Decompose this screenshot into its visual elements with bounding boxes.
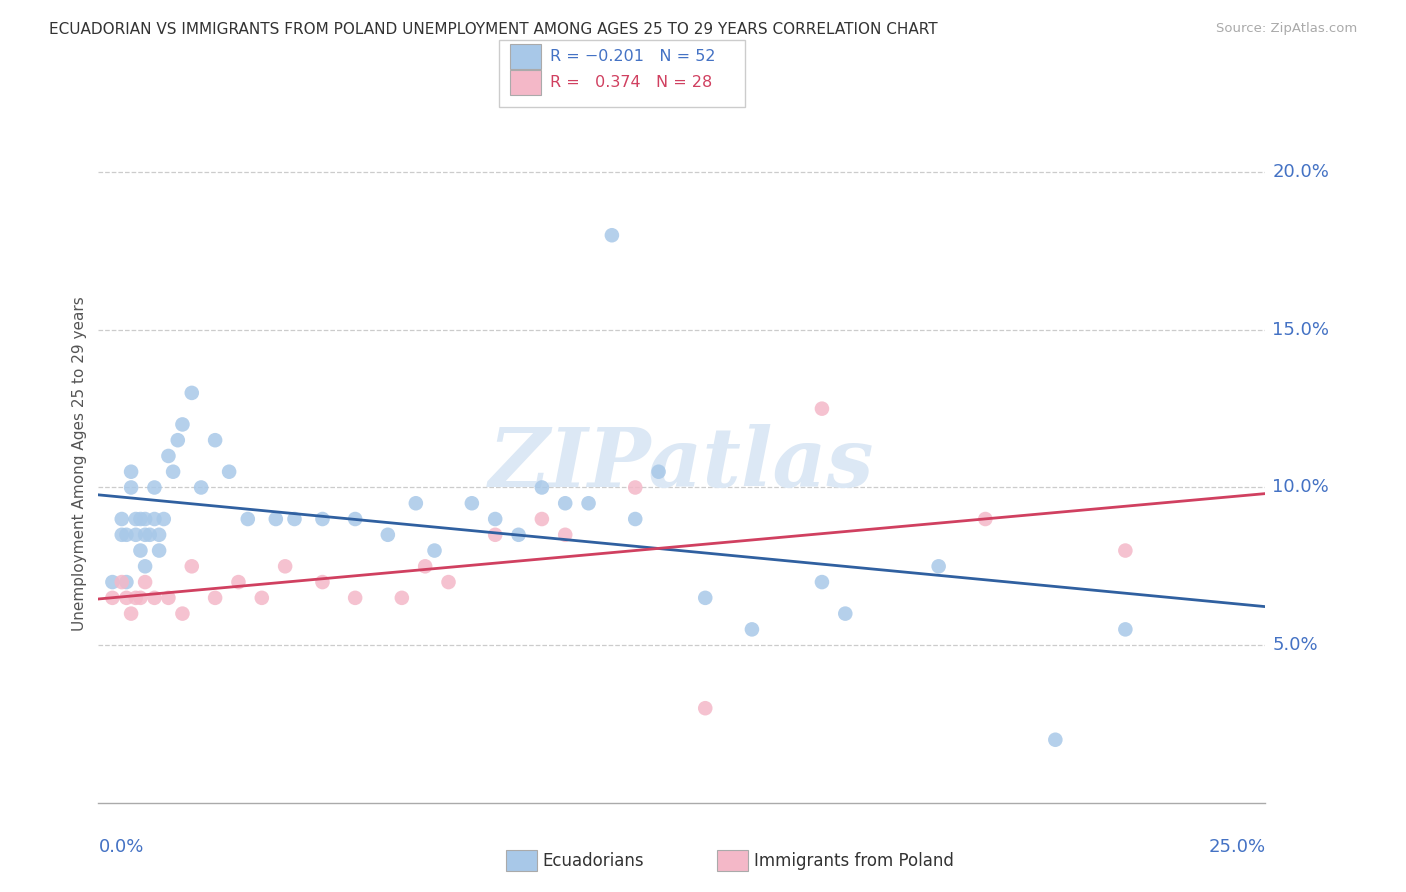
Text: R = −0.201   N = 52: R = −0.201 N = 52 [550,49,716,63]
Immigrants from Poland [157,591,180,605]
Ecuadorians [143,481,166,495]
Immigrants from Poland [437,575,460,590]
Ecuadorians [311,512,333,526]
Ecuadorians [152,512,174,526]
Immigrants from Poland [391,591,413,605]
Ecuadorians [218,465,240,479]
Y-axis label: Unemployment Among Ages 25 to 29 years: Unemployment Among Ages 25 to 29 years [72,296,87,632]
Ecuadorians [484,512,506,526]
Ecuadorians [172,417,194,432]
Ecuadorians [647,465,669,479]
Immigrants from Poland [250,591,273,605]
Ecuadorians [134,559,156,574]
Ecuadorians [148,528,170,542]
Ecuadorians [928,559,950,574]
Immigrants from Poland [344,591,367,605]
Ecuadorians [236,512,259,526]
Immigrants from Poland [274,559,297,574]
Ecuadorians [129,512,152,526]
Text: Immigrants from Poland: Immigrants from Poland [754,852,953,870]
Ecuadorians [115,528,138,542]
Ecuadorians [157,449,180,463]
Immigrants from Poland [311,575,333,590]
Ecuadorians [204,433,226,447]
Ecuadorians [125,512,148,526]
Ecuadorians [344,512,367,526]
Ecuadorians [139,528,162,542]
Ecuadorians [405,496,427,510]
Text: R =   0.374   N = 28: R = 0.374 N = 28 [550,76,711,90]
Immigrants from Poland [115,591,138,605]
Immigrants from Poland [413,559,436,574]
Ecuadorians [166,433,188,447]
Ecuadorians [134,528,156,542]
Text: 10.0%: 10.0% [1272,478,1329,497]
Ecuadorians [530,481,553,495]
Ecuadorians [264,512,287,526]
Text: 0.0%: 0.0% [98,838,143,856]
Immigrants from Poland [228,575,250,590]
Ecuadorians [600,228,623,243]
Immigrants from Poland [530,512,553,526]
Ecuadorians [423,543,446,558]
Ecuadorians [741,623,763,637]
Text: Source: ZipAtlas.com: Source: ZipAtlas.com [1216,22,1357,36]
Immigrants from Poland [172,607,194,621]
Immigrants from Poland [484,528,506,542]
Ecuadorians [111,528,134,542]
Text: Ecuadorians: Ecuadorians [543,852,644,870]
Ecuadorians [283,512,305,526]
Ecuadorians [162,465,184,479]
Ecuadorians [508,528,530,542]
Ecuadorians [554,496,576,510]
Ecuadorians [180,385,202,400]
Immigrants from Poland [204,591,226,605]
Text: 20.0%: 20.0% [1272,163,1329,181]
Text: 25.0%: 25.0% [1208,838,1265,856]
Ecuadorians [1114,623,1136,637]
Ecuadorians [115,575,138,590]
Ecuadorians [120,465,142,479]
Immigrants from Poland [624,481,647,495]
Text: 5.0%: 5.0% [1272,636,1317,654]
Immigrants from Poland [101,591,124,605]
Ecuadorians [148,543,170,558]
Ecuadorians [834,607,856,621]
Immigrants from Poland [554,528,576,542]
Ecuadorians [190,481,212,495]
Ecuadorians [811,575,834,590]
Immigrants from Poland [1114,543,1136,558]
Ecuadorians [624,512,647,526]
Immigrants from Poland [811,401,834,416]
Immigrants from Poland [125,591,148,605]
Immigrants from Poland [180,559,202,574]
Text: ZIPatlas: ZIPatlas [489,424,875,504]
Immigrants from Poland [120,607,142,621]
Ecuadorians [461,496,484,510]
Ecuadorians [111,512,134,526]
Immigrants from Poland [134,575,156,590]
Ecuadorians [129,543,152,558]
Ecuadorians [120,481,142,495]
Ecuadorians [377,528,399,542]
Immigrants from Poland [143,591,166,605]
Ecuadorians [134,512,156,526]
Immigrants from Poland [129,591,152,605]
Text: 15.0%: 15.0% [1272,321,1330,339]
Immigrants from Poland [695,701,717,715]
Text: ECUADORIAN VS IMMIGRANTS FROM POLAND UNEMPLOYMENT AMONG AGES 25 TO 29 YEARS CORR: ECUADORIAN VS IMMIGRANTS FROM POLAND UNE… [49,22,938,37]
Immigrants from Poland [974,512,997,526]
Ecuadorians [125,528,148,542]
Ecuadorians [1045,732,1067,747]
Ecuadorians [101,575,124,590]
Ecuadorians [143,512,166,526]
Immigrants from Poland [111,575,134,590]
Ecuadorians [578,496,600,510]
Ecuadorians [695,591,717,605]
